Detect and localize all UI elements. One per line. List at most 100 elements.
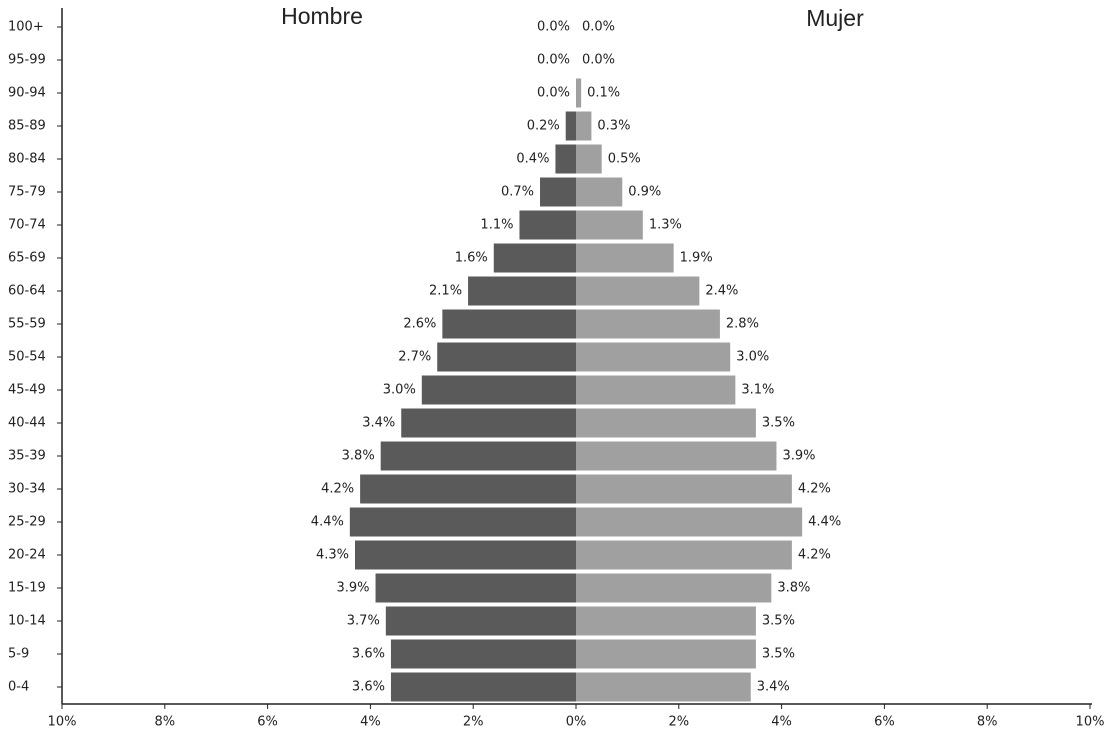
bar — [390, 639, 576, 669]
bar — [360, 474, 576, 504]
bar — [349, 507, 576, 537]
value-label: 0.1% — [587, 86, 620, 101]
value-label: 3.0% — [736, 350, 769, 365]
bar — [390, 672, 576, 702]
female-header: Mujer — [806, 5, 864, 31]
bar — [576, 111, 592, 141]
value-label: 3.8% — [342, 449, 375, 464]
bar — [576, 177, 623, 207]
y-tick-label: 30-34 — [8, 482, 46, 497]
value-label: 4.2% — [798, 482, 831, 497]
x-tick-label: 0% — [566, 715, 587, 730]
value-label: 3.0% — [383, 383, 416, 398]
y-tick-label: 25-29 — [8, 515, 46, 530]
bar — [576, 342, 731, 372]
y-tick-label: 70-74 — [8, 218, 46, 233]
y-tick-label: 0-4 — [8, 680, 29, 695]
value-label: 0.0% — [582, 53, 615, 68]
value-label: 3.7% — [347, 614, 380, 629]
x-tick-label: 6% — [874, 715, 895, 730]
y-tick-label: 100+ — [8, 20, 44, 35]
bar — [576, 639, 756, 669]
y-tick-label: 40-44 — [8, 416, 46, 431]
value-label: 2.4% — [705, 284, 738, 299]
value-label: 4.4% — [808, 515, 841, 530]
value-label: 3.4% — [362, 416, 395, 431]
x-tick-label: 2% — [463, 715, 484, 730]
bar — [468, 276, 576, 306]
y-tick-label: 65-69 — [8, 251, 46, 266]
x-tick-label: 2% — [668, 715, 689, 730]
bar — [380, 441, 576, 471]
y-tick-label: 90-94 — [8, 86, 46, 101]
x-tick-label: 8% — [154, 715, 175, 730]
y-tick-label: 80-84 — [8, 152, 46, 167]
value-label: 3.6% — [352, 647, 385, 662]
bar — [421, 375, 576, 405]
value-label: 2.1% — [429, 284, 462, 299]
bar — [576, 474, 792, 504]
bar — [354, 540, 576, 570]
value-label: 3.5% — [762, 647, 795, 662]
y-tick-label: 10-14 — [8, 614, 46, 629]
value-label: 1.9% — [680, 251, 713, 266]
x-tick-label: 10% — [1076, 715, 1105, 730]
bar — [493, 243, 576, 273]
y-tick-label: 95-99 — [8, 53, 46, 68]
value-label: 4.2% — [798, 548, 831, 563]
bar — [576, 573, 772, 603]
y-tick-label: 85-89 — [8, 119, 46, 134]
bar — [375, 573, 576, 603]
value-label: 1.3% — [649, 218, 682, 233]
value-label: 1.1% — [480, 218, 513, 233]
bar — [565, 111, 576, 141]
value-label: 3.4% — [757, 680, 790, 695]
value-label: 3.8% — [777, 581, 810, 596]
bar — [437, 342, 576, 372]
value-label: 0.0% — [537, 53, 570, 68]
x-tick-label: 4% — [360, 715, 381, 730]
bar — [576, 408, 756, 438]
bar — [401, 408, 576, 438]
bar — [576, 507, 803, 537]
value-label: 3.6% — [352, 680, 385, 695]
value-label: 2.7% — [398, 350, 431, 365]
value-label: 0.9% — [628, 185, 661, 200]
bar — [576, 540, 792, 570]
y-tick-label: 45-49 — [8, 383, 46, 398]
bar — [576, 606, 756, 636]
bar — [576, 309, 720, 339]
value-label: 0.4% — [516, 152, 549, 167]
bar — [576, 441, 777, 471]
bar — [555, 144, 576, 174]
bar — [540, 177, 576, 207]
y-tick-label: 35-39 — [8, 449, 46, 464]
value-label: 3.9% — [782, 449, 815, 464]
y-tick-label: 55-59 — [8, 317, 46, 332]
value-label: 2.6% — [403, 317, 436, 332]
x-tick-label: 4% — [771, 715, 792, 730]
x-tick-label: 6% — [257, 715, 278, 730]
value-label: 0.5% — [608, 152, 641, 167]
value-label: 0.2% — [527, 119, 560, 134]
y-tick-label: 15-19 — [8, 581, 46, 596]
value-label: 4.3% — [316, 548, 349, 563]
bar — [576, 243, 674, 273]
value-label: 0.0% — [537, 20, 570, 35]
bar — [576, 210, 643, 240]
value-label: 2.8% — [726, 317, 759, 332]
value-label: 0.7% — [501, 185, 534, 200]
value-label: 3.5% — [762, 614, 795, 629]
bar — [576, 276, 700, 306]
bar — [442, 309, 576, 339]
y-tick-label: 60-64 — [8, 284, 46, 299]
y-tick-label: 50-54 — [8, 350, 46, 365]
value-label: 4.2% — [321, 482, 354, 497]
value-label: 0.0% — [537, 86, 570, 101]
value-label: 0.3% — [597, 119, 630, 134]
value-label: 1.6% — [455, 251, 488, 266]
bar — [576, 672, 751, 702]
y-tick-label: 20-24 — [8, 548, 46, 563]
value-label: 0.0% — [582, 20, 615, 35]
